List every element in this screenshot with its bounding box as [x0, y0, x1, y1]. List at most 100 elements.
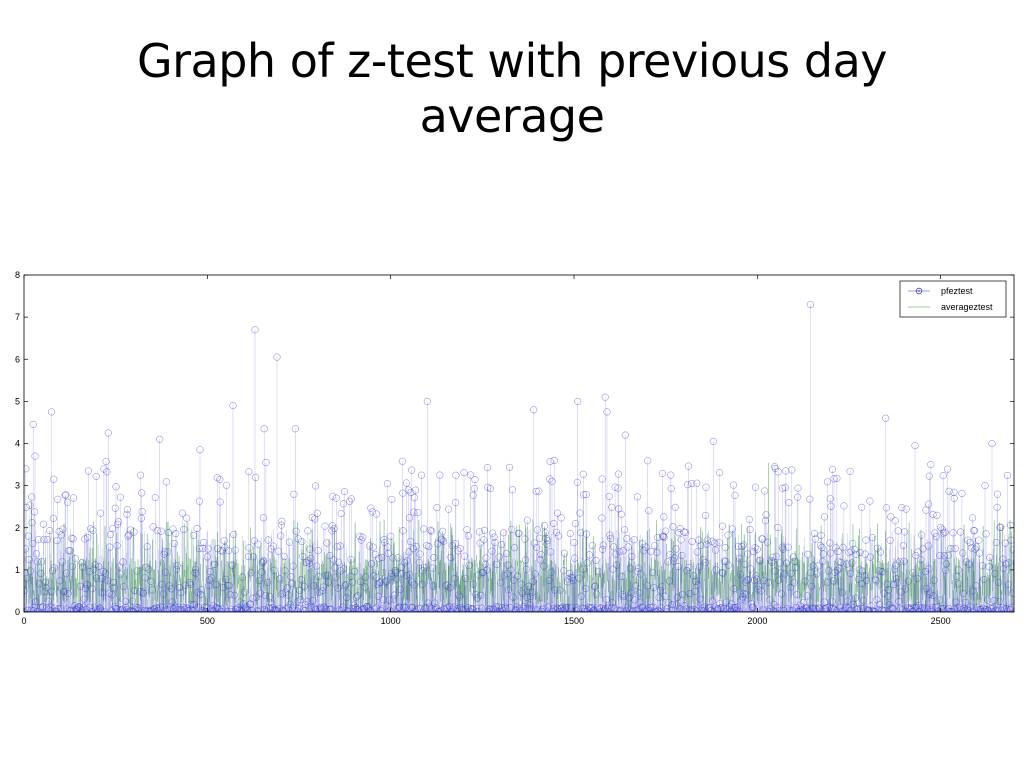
- pfeztest-point: [906, 605, 914, 612]
- pfeztest-point: [491, 538, 499, 547]
- pfeztest-point: [425, 543, 433, 551]
- pfeztest-point: [367, 504, 375, 512]
- pfeztest-point: [661, 592, 669, 600]
- pfeztest-point: [882, 414, 890, 422]
- pfeztest-point: [766, 596, 774, 604]
- y-tick-label: 1: [15, 565, 20, 575]
- pfeztest-point: [456, 544, 464, 552]
- pfeztest-point: [111, 504, 119, 512]
- legend-marker-dot: [918, 290, 920, 292]
- pfeztest-point: [579, 491, 588, 499]
- pfeztest-point: [527, 593, 535, 601]
- pfeztest-point: [557, 514, 565, 522]
- pfeztest-point: [100, 465, 108, 473]
- pfeztest-point: [654, 607, 662, 612]
- pfeztest-point: [48, 588, 56, 596]
- pfeztest-point: [205, 582, 213, 590]
- pfeztest-point: [757, 587, 765, 595]
- y-tick-label: 6: [15, 354, 20, 364]
- pfeztest-point: [156, 435, 164, 443]
- pfeztest-point: [997, 523, 1005, 531]
- pfeztest-point: [523, 516, 531, 524]
- pfeztest-point: [62, 569, 71, 577]
- pfeztest-point: [927, 461, 935, 469]
- pfeztest-point: [238, 573, 247, 581]
- pfeztest-point: [677, 536, 685, 544]
- pfeztest-point: [40, 536, 48, 544]
- pfeztest-point: [78, 559, 86, 567]
- pfeztest-point: [32, 598, 40, 606]
- pfeztest-point: [693, 479, 701, 487]
- pfeztest-point: [24, 574, 31, 582]
- pfeztest-point: [193, 524, 201, 533]
- pfeztest-point: [47, 408, 56, 416]
- pfeztest-point: [196, 446, 204, 454]
- pfeztest-point: [1002, 560, 1010, 568]
- pfeztest-point: [522, 565, 530, 573]
- pfeztest-point: [495, 553, 503, 561]
- pfeztest-point: [445, 505, 453, 513]
- pfeztest-point: [828, 465, 837, 473]
- pfeztest-point: [585, 551, 593, 559]
- pfeztest-point: [320, 603, 328, 611]
- pfeztest-point: [1006, 606, 1014, 612]
- pfeztest-point: [911, 442, 919, 450]
- pfeztest-point: [806, 300, 815, 309]
- pfeztest-point: [806, 495, 814, 503]
- pfeztest-point: [112, 483, 120, 491]
- pfeztest-point: [439, 537, 448, 545]
- pfeztest-point: [702, 511, 710, 519]
- pfeztest-point: [121, 597, 129, 605]
- pfeztest-point: [114, 605, 122, 612]
- pfeztest-point: [220, 537, 228, 545]
- pfeztest-point: [340, 488, 349, 496]
- pfeztest-point: [658, 469, 666, 477]
- pfeztest-point: [598, 475, 606, 483]
- pfeztest-point: [925, 500, 933, 508]
- pfeztest-point: [725, 561, 733, 569]
- y-tick-label: 2: [15, 523, 20, 533]
- pfeztest-point: [941, 528, 949, 536]
- pfeztest-point: [861, 550, 869, 558]
- pfeztest-point: [183, 514, 191, 522]
- pfeztest-point: [780, 607, 788, 612]
- pfeztest-point: [460, 469, 468, 477]
- pfeztest-point: [245, 544, 253, 552]
- pfeztest-point: [326, 552, 334, 560]
- pfeztest-point: [866, 553, 874, 561]
- pfeztest-point: [313, 509, 321, 517]
- pfeztest-point: [681, 528, 690, 537]
- pfeztest-point: [552, 606, 560, 612]
- pfeztest-point: [329, 492, 337, 500]
- pfeztest-point: [215, 605, 223, 612]
- pfeztest-point: [29, 420, 37, 429]
- pfeztest-point: [407, 488, 415, 497]
- pfeztest-point: [32, 550, 41, 558]
- pfeztest-point: [809, 562, 817, 570]
- pfeztest-point: [392, 569, 400, 577]
- pfeztest-point: [988, 439, 996, 448]
- pfeztest-point: [970, 526, 978, 535]
- pfeztest-point: [477, 591, 485, 599]
- pfeztest-point: [1009, 546, 1014, 554]
- pfeztest-point: [409, 545, 417, 553]
- pfeztest-point: [347, 495, 355, 503]
- pfeztest-point: [724, 531, 732, 539]
- pfeztest-point: [252, 593, 261, 601]
- pfeztest-point: [292, 527, 300, 535]
- pfeztest-point: [657, 604, 665, 612]
- pfeztest-point: [993, 490, 1002, 498]
- pfeztest-point: [541, 529, 549, 537]
- pfeztest-point: [820, 513, 828, 521]
- pfeztest-point: [375, 554, 383, 562]
- pfeztest-point: [303, 597, 311, 605]
- pfeztest-point: [756, 556, 764, 564]
- pfeztest-point: [574, 605, 582, 612]
- pfeztest-point: [560, 549, 569, 557]
- pfeztest-point: [180, 525, 188, 534]
- pfeztest-point: [969, 587, 977, 595]
- pfeztest-point: [753, 575, 761, 583]
- pfeztest-point: [40, 587, 49, 596]
- pfeztest-point: [867, 602, 875, 610]
- pfeztest-point: [258, 559, 266, 567]
